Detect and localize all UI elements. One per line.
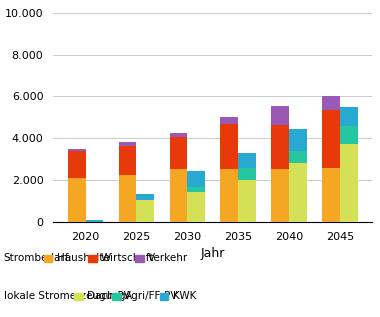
- Bar: [220, 169, 238, 222]
- Bar: [340, 107, 358, 126]
- Bar: [86, 220, 103, 222]
- Bar: [187, 187, 205, 191]
- Text: lokale Stromerzeugung:: lokale Stromerzeugung:: [4, 291, 129, 301]
- Text: Dach-PV: Dach-PV: [87, 291, 131, 301]
- Bar: [169, 133, 187, 137]
- Bar: [119, 175, 136, 222]
- Bar: [322, 110, 340, 167]
- Bar: [289, 163, 307, 222]
- Bar: [136, 194, 154, 200]
- X-axis label: Jahr: Jahr: [201, 247, 225, 260]
- Bar: [220, 117, 238, 124]
- Bar: [271, 125, 289, 169]
- Bar: [169, 137, 187, 169]
- Bar: [68, 178, 86, 222]
- Bar: [271, 169, 289, 222]
- Text: KWK: KWK: [173, 291, 196, 301]
- Text: Haushalte: Haushalte: [57, 253, 110, 263]
- Bar: [238, 153, 256, 167]
- Bar: [136, 200, 154, 222]
- Bar: [340, 145, 358, 222]
- Text: Agri/FF-PV: Agri/FF-PV: [125, 291, 179, 301]
- Bar: [238, 180, 256, 222]
- Bar: [340, 126, 358, 145]
- Bar: [289, 151, 307, 163]
- Bar: [187, 171, 205, 187]
- Bar: [68, 149, 86, 151]
- Bar: [119, 146, 136, 175]
- Bar: [187, 191, 205, 222]
- Bar: [271, 106, 289, 125]
- Text: Wirtschaft: Wirtschaft: [101, 253, 155, 263]
- Bar: [238, 167, 256, 180]
- Bar: [169, 169, 187, 222]
- Bar: [119, 142, 136, 146]
- Bar: [322, 96, 340, 110]
- Text: Verkehr: Verkehr: [148, 253, 188, 263]
- Bar: [289, 129, 307, 151]
- Bar: [322, 167, 340, 222]
- Bar: [68, 151, 86, 178]
- Bar: [220, 124, 238, 169]
- Text: Strombedarf:: Strombedarf:: [4, 253, 73, 263]
